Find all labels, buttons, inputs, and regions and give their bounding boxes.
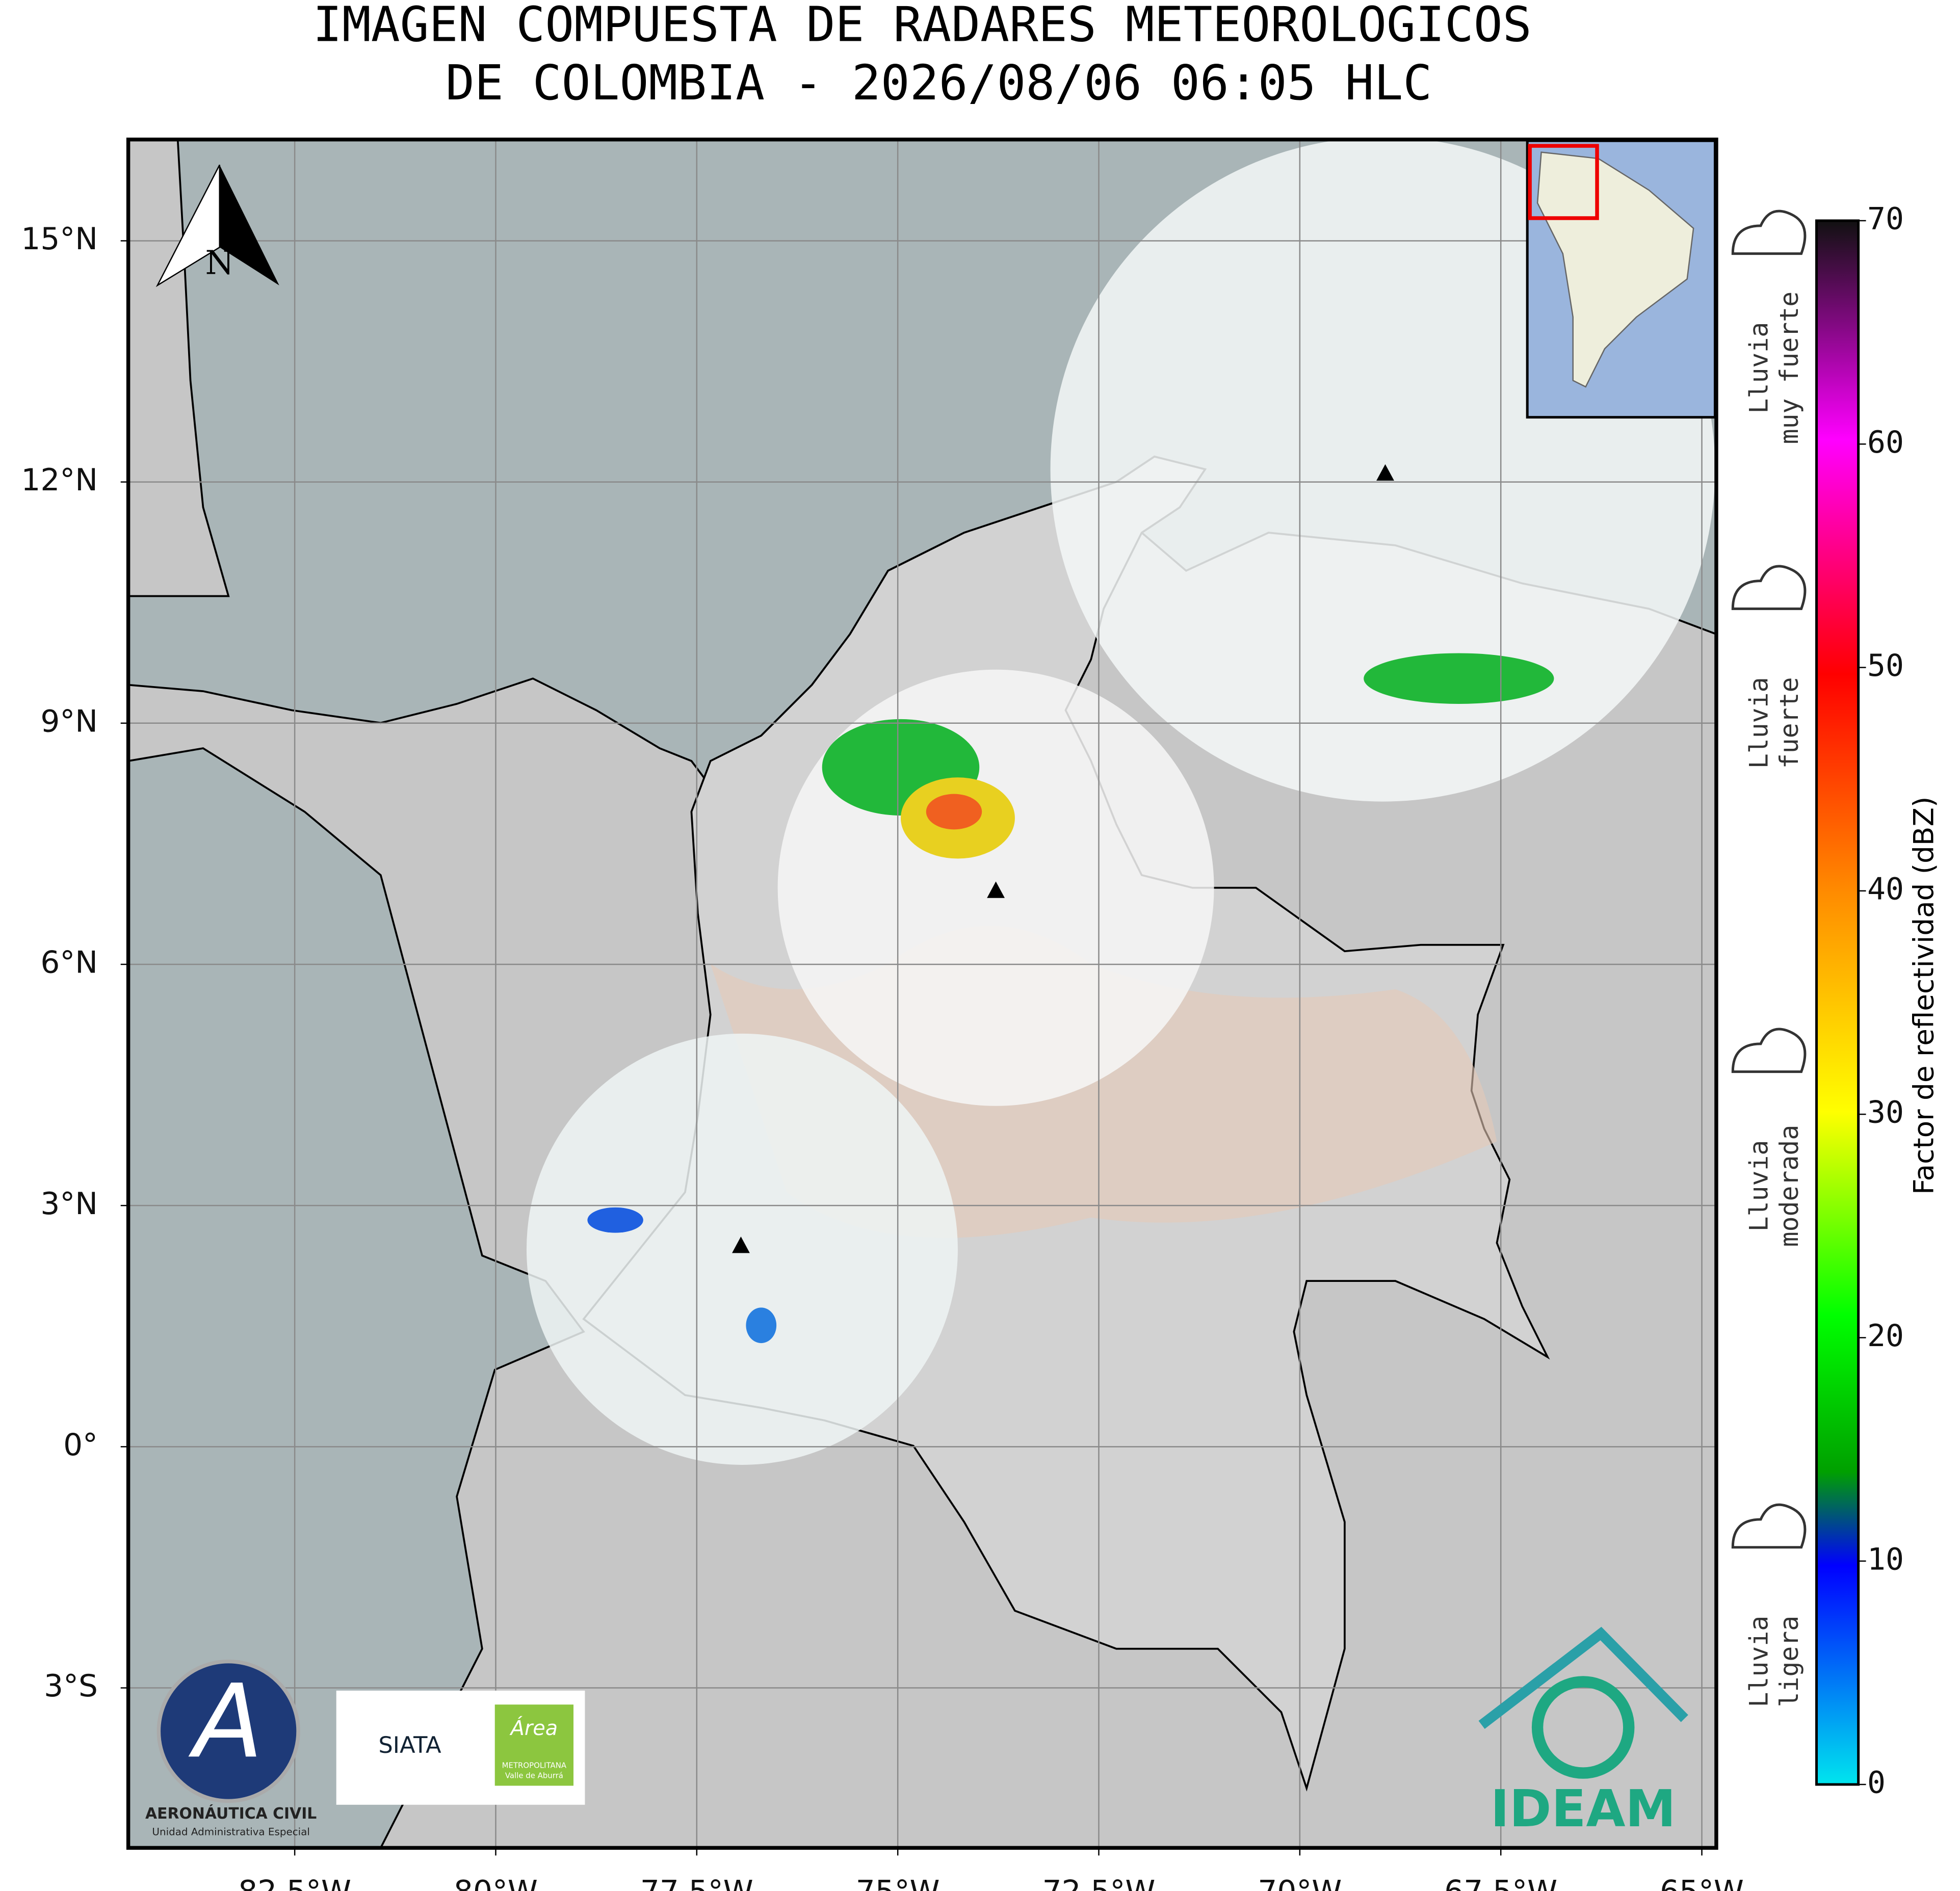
- echo: [1364, 653, 1554, 704]
- inset-extent: [1528, 144, 1599, 220]
- rain-level-label: Lluvia: [1744, 677, 1774, 769]
- rain-level-label: Lluvia: [1744, 1616, 1774, 1708]
- map-area: N A AERONÁUTICA CIVIL Unidad Administrat…: [128, 139, 1716, 1848]
- radar-site: [987, 881, 1005, 898]
- ideam-swirl: [1531, 1676, 1635, 1779]
- echo: [587, 1207, 643, 1233]
- colorbar-tick-label: 20: [1867, 1319, 1904, 1354]
- logo-text: Valle de Aburrá: [505, 1771, 563, 1780]
- rain-icon: [1731, 565, 1807, 610]
- colorbar-tick-label: 10: [1867, 1542, 1904, 1577]
- lon-tick-label: 67.5°W: [1444, 1875, 1557, 1891]
- rain-icon: [1731, 1503, 1807, 1549]
- rain-level-label: Lluvia: [1744, 322, 1774, 414]
- lon-tick-label: 65°W: [1660, 1875, 1744, 1891]
- lon-tick-label: 82.5°W: [238, 1875, 351, 1891]
- title-line: DE COLOMBIA - 2026/08/06 06:05 HLC: [446, 55, 1432, 111]
- ideam-roof: [1478, 1626, 1688, 1729]
- logo-text: SIATA: [378, 1731, 441, 1758]
- lat-tick-label: 12°N: [21, 463, 97, 498]
- lat-tick-label: 15°N: [21, 222, 97, 257]
- colorbar: [1815, 219, 1860, 1786]
- logo-text: AERONÁUTICA CIVIL: [145, 1804, 317, 1823]
- logo-text: METROPOLITANA: [502, 1761, 567, 1770]
- logo-text: IDEAM: [1491, 1780, 1676, 1839]
- colorbar-tick-label: 70: [1867, 202, 1904, 237]
- lon-tick-label: 70°W: [1258, 1875, 1342, 1891]
- lon-tick-label: 72.5°W: [1042, 1875, 1156, 1891]
- inset-land: [1536, 151, 1694, 388]
- rain-icon: [1731, 209, 1807, 255]
- colorbar-tick-label: 30: [1867, 1095, 1904, 1131]
- echo: [746, 1307, 777, 1344]
- lat-tick-label: 6°N: [40, 946, 98, 981]
- aero-logo: [156, 1659, 300, 1803]
- rain-level-label: muy fuerte: [1774, 292, 1804, 444]
- colorbar-tick-label: 0: [1867, 1766, 1886, 1801]
- lon-tick-label: 80°W: [454, 1875, 538, 1891]
- north-label: N: [205, 244, 234, 282]
- colorbar-tick-label: 60: [1867, 425, 1904, 460]
- logo-text: Unidad Administrativa Especial: [152, 1826, 309, 1838]
- colorbar-tick-label: 40: [1867, 872, 1904, 907]
- lat-tick-label: 3°S: [44, 1669, 98, 1704]
- colorbar-label: Factor de reflectividad (dBZ): [1907, 797, 1940, 1195]
- title-line: IMAGEN COMPUESTA DE RADARES METEOROLOGIC…: [313, 0, 1532, 53]
- echo: [926, 794, 982, 830]
- logo-text: Área: [509, 1716, 558, 1740]
- lat-tick-label: 0°: [63, 1428, 98, 1463]
- rain-level-label: Lluvia: [1744, 1140, 1774, 1232]
- lon-tick-label: 75°W: [856, 1875, 940, 1891]
- area-logo: [494, 1704, 574, 1786]
- map-frame: [126, 137, 1718, 1850]
- lon-tick-label: 77.5°W: [640, 1875, 753, 1891]
- radar-site: [1376, 464, 1394, 481]
- rain-icon: [1731, 1028, 1807, 1073]
- grid: [128, 139, 1716, 1848]
- rain-level-label: moderada: [1774, 1125, 1804, 1247]
- lat-tick-label: 3°N: [40, 1187, 98, 1222]
- colorbar-tick-label: 50: [1867, 648, 1904, 684]
- rain-level-label: ligera: [1774, 1616, 1804, 1708]
- aero-mark: A: [188, 1662, 263, 1780]
- lat-tick-label: 9°N: [40, 704, 98, 739]
- rain-level-label: fuerte: [1774, 677, 1804, 769]
- radar-site: [732, 1237, 750, 1253]
